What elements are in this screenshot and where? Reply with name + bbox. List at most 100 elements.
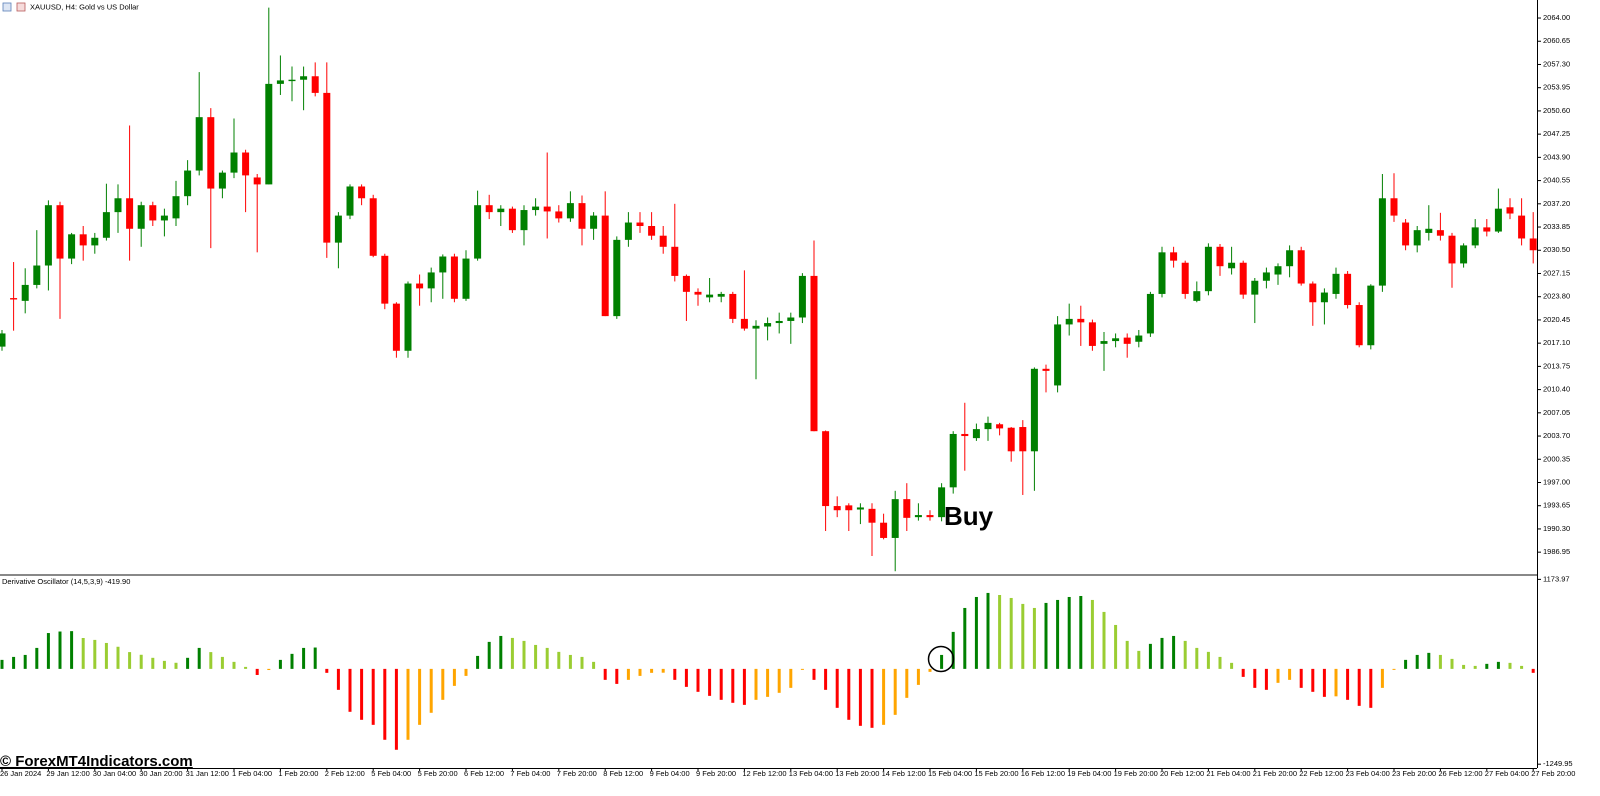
candle-body [450,256,458,299]
candle-body [1216,246,1224,267]
oscillator-bar [545,647,549,669]
candle-body [1193,291,1201,301]
oscillator-bar [986,592,990,669]
oscillator-bar [835,668,839,708]
y-tick-label: 2047.25 [1543,129,1570,138]
oscillator-bar [1195,647,1199,669]
oscillator-bar [615,668,619,684]
candle-body [33,265,41,285]
oscillator-bar [1160,637,1164,669]
oscillator-bar [1415,654,1419,669]
x-tick-label: 22 Feb 12:00 [1299,769,1343,778]
oscillator-bar [1264,668,1268,690]
y-tick-label: 2017.10 [1543,338,1570,347]
candle-body [311,76,319,93]
candle-body [392,303,400,351]
y-tick-label: 1990.30 [1543,524,1570,533]
x-tick-label: 23 Feb 20:00 [1392,769,1436,778]
oscillator-bar [406,668,410,740]
oscillator-bar [487,641,491,669]
y-tick-label: 2064.00 [1543,13,1570,22]
candle-body [938,487,946,518]
oscillator-bar [1404,659,1408,669]
candle-body [10,298,18,300]
candle-body [1019,427,1027,452]
oscillator-bar [1114,624,1118,669]
candle-body [1436,230,1444,236]
oscillator-bar [800,668,804,670]
candle-body [56,205,64,259]
oscillator-bar [766,668,770,697]
candle-body [1170,252,1178,261]
candle-body [566,203,574,219]
oscillator-bar [684,668,688,687]
candle-body [798,275,806,318]
oscillator-bar [1009,597,1013,669]
candle-body [346,186,354,216]
oscillator-bar [847,668,851,720]
y-tick-label: 1173.97 [1543,574,1570,583]
candle-body [1367,285,1375,346]
x-tick-label: 23 Feb 04:00 [1346,769,1390,778]
x-tick-label: 26 Feb 12:00 [1438,769,1482,778]
oscillator-bar [673,668,677,680]
candle-body [880,522,888,538]
y-tick-label: 2013.75 [1543,361,1570,370]
candle-body [1054,324,1062,386]
oscillator-bar [441,668,445,700]
oscillator-bar [1218,656,1222,669]
oscillator-bar [139,654,143,669]
candle-body [822,431,830,507]
oscillator-bar [12,656,16,669]
candle-body [1030,368,1038,452]
candle-body [1460,245,1468,264]
oscillator-bar [452,668,456,686]
oscillator-bar [557,651,561,669]
y-tick-label: 2057.30 [1543,59,1570,68]
oscillator-bar [870,668,874,728]
oscillator-bar [998,594,1002,669]
candle-body [1494,208,1502,232]
oscillator-bar [336,668,340,690]
chart-title: XAUUSD, H4: Gold vs US Dollar [30,2,139,11]
oscillator-bar [1276,668,1280,683]
oscillator-bar [882,668,886,725]
y-tick-label: 2033.85 [1543,222,1570,231]
candle-body [601,215,609,317]
candle-body [102,212,110,238]
y-tick-label: 2053.95 [1543,83,1570,92]
oscillator-bar [650,668,654,673]
oscillator-bar [1334,668,1338,697]
oscillator-bar [1288,668,1292,680]
candle-body [253,177,261,185]
candle-body [497,208,505,213]
y-tick-label: 2030.50 [1543,245,1570,254]
candle-body [207,117,215,189]
oscillator-bar [302,647,306,669]
candle-body [195,117,203,171]
oscillator-bar [1137,650,1141,669]
candle-body [833,506,841,511]
candle-body [624,222,632,240]
oscillator-bar [151,657,155,669]
x-tick-label: 7 Feb 20:00 [557,769,597,778]
x-tick-label: 16 Feb 12:00 [1021,769,1065,778]
oscillator-bar [313,647,317,669]
candle-body [1320,292,1328,303]
oscillator-bar [638,668,642,676]
x-tick-label: 6 Feb 12:00 [464,769,504,778]
candle-body [369,198,377,256]
candle-body [949,433,957,488]
x-tick-label: 27 Feb 20:00 [1531,769,1575,778]
candle-body [0,333,6,347]
x-tick-label: 1 Feb 04:00 [232,769,272,778]
candle-body [1413,230,1421,246]
y-tick-label: 2027.15 [1543,268,1570,277]
y-tick-label: 2000.35 [1543,454,1570,463]
oscillator-bar [429,668,433,713]
candle-body [126,198,134,229]
candle-body [276,80,284,84]
oscillator-bar [1322,668,1326,697]
candle-body [1506,207,1514,214]
x-tick-label: 5 Feb 20:00 [418,769,458,778]
